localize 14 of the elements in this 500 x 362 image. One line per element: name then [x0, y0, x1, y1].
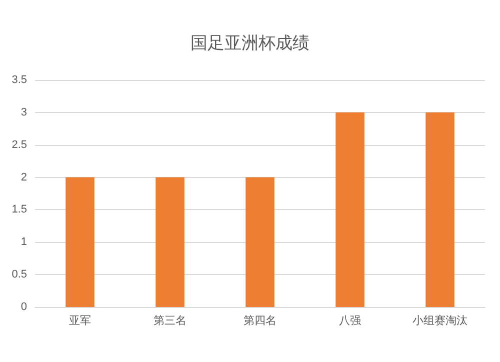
- x-tick-label: 八强: [339, 314, 361, 327]
- x-tick-label: 第四名: [244, 314, 276, 327]
- y-tick-label: 3: [20, 106, 27, 118]
- y-tick-label: 3.5: [12, 74, 27, 86]
- y-tick-label: 2: [20, 171, 27, 184]
- y-tick-label: 1.5: [12, 204, 27, 216]
- chart-title: 国足亚洲杯成绩: [190, 34, 310, 54]
- x-tick-label: 小组赛淘汰: [412, 314, 468, 327]
- x-tick-label: 亚军: [69, 314, 91, 327]
- y-tick-label: 1: [20, 236, 27, 248]
- y-tick-label: 2.5: [12, 138, 27, 151]
- x-tick-label: 第三名: [154, 314, 186, 327]
- y-tick-label: 0: [20, 301, 27, 313]
- y-tick-label: 0.5: [12, 268, 27, 281]
